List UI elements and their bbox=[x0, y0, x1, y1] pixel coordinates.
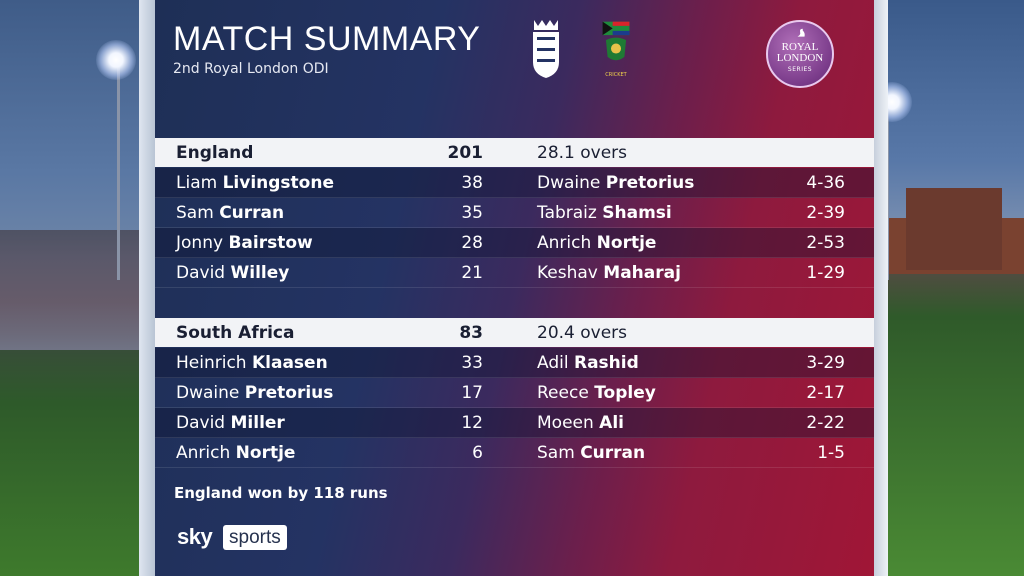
bowler-figures: 3-29 bbox=[806, 353, 845, 373]
bowler-figures: 2-53 bbox=[806, 233, 845, 253]
royal-london-series-logo: ROYAL LONDON SERIES bbox=[766, 20, 834, 88]
swan-icon bbox=[797, 28, 805, 37]
batter-name: Liam Livingstone bbox=[176, 173, 334, 193]
batter-runs: 21 bbox=[461, 263, 483, 283]
batter-name: Dwaine Pretorius bbox=[176, 383, 334, 403]
scorecard-row: David Miller 12 Moeen Ali 2-22 bbox=[155, 408, 874, 438]
batter-name: Sam Curran bbox=[176, 203, 285, 223]
bowler-name: Reece Topley bbox=[537, 383, 656, 403]
bowler-figures: 2-17 bbox=[806, 383, 845, 403]
batter-name: Jonny Bairstow bbox=[176, 233, 313, 253]
scorecard-row: Jonny Bairstow 28 Anrich Nortje 2-53 bbox=[155, 228, 874, 258]
bowler-figures: 4-36 bbox=[806, 173, 845, 193]
batter-runs: 35 bbox=[461, 203, 483, 223]
match-subtitle: 2nd Royal London ODI bbox=[173, 61, 329, 77]
batter-runs: 38 bbox=[461, 173, 483, 193]
team-name: South Africa bbox=[176, 323, 295, 343]
match-result: England won by 118 runs bbox=[174, 484, 388, 502]
bowler-name: Sam Curran bbox=[537, 443, 646, 463]
overs-count: 20.4 overs bbox=[537, 323, 628, 343]
bowler-name: Moeen Ali bbox=[537, 413, 624, 433]
floodlight-pole bbox=[117, 60, 120, 280]
batter-name: Heinrich Klaasen bbox=[176, 353, 328, 373]
sa-crest-label: CRICKET bbox=[605, 72, 627, 78]
batter-runs: 17 bbox=[461, 383, 483, 403]
sports-logo-text: sports bbox=[223, 525, 287, 550]
bowler-name: Keshav Maharaj bbox=[537, 263, 681, 283]
protea-flag-icon bbox=[602, 21, 630, 61]
bowler-figures: 1-29 bbox=[806, 263, 845, 283]
sky-logo-text: sky bbox=[177, 524, 213, 549]
batter-name: David Willey bbox=[176, 263, 290, 283]
batter-runs: 33 bbox=[461, 353, 483, 373]
bowler-name: Anrich Nortje bbox=[537, 233, 657, 253]
scorecard-row: Dwaine Pretorius 17 Reece Topley 2-17 bbox=[155, 378, 874, 408]
bowler-figures: 2-22 bbox=[806, 413, 845, 433]
bowler-name: Dwaine Pretorius bbox=[537, 173, 695, 193]
scorecard-row: Liam Livingstone 38 Dwaine Pretorius 4-3… bbox=[155, 168, 874, 198]
batter-name: Anrich Nortje bbox=[176, 443, 296, 463]
royal-london-series-logo-text: ROYAL LONDON bbox=[776, 41, 824, 64]
scorecard-row: David Willey 21 Keshav Maharaj 1-29 bbox=[155, 258, 874, 288]
batter-name: David Miller bbox=[176, 413, 285, 433]
scorecard-row: Sam Curran 35 Tabraiz Shamsi 2-39 bbox=[155, 198, 874, 228]
batter-runs: 12 bbox=[461, 413, 483, 433]
overs-count: 28.1 overs bbox=[537, 143, 628, 163]
panel-edge-right bbox=[874, 0, 888, 576]
match-summary-panel: MATCH SUMMARY 2nd Royal London ODI CRICK… bbox=[155, 0, 874, 576]
stadium-stand bbox=[0, 230, 140, 350]
bowler-figures: 1-5 bbox=[817, 443, 845, 463]
england-crest-icon bbox=[533, 20, 559, 78]
team-total: 83 bbox=[459, 323, 483, 343]
bowler-figures: 2-39 bbox=[806, 203, 845, 223]
scorecard-row: Anrich Nortje 6 Sam Curran 1-5 bbox=[155, 438, 874, 468]
batter-runs: 6 bbox=[472, 443, 483, 463]
batter-runs: 28 bbox=[461, 233, 483, 253]
team-name: England bbox=[176, 143, 254, 163]
page-title: MATCH SUMMARY bbox=[173, 20, 481, 58]
innings-header-row: South Africa 83 20.4 overs bbox=[155, 318, 874, 347]
floodlight bbox=[96, 40, 136, 80]
team-total: 201 bbox=[447, 143, 484, 163]
innings-header-row: England 201 28.1 overs bbox=[155, 138, 874, 167]
bowler-name: Tabraiz Shamsi bbox=[537, 203, 672, 223]
building bbox=[906, 188, 1002, 270]
south-africa-crest: CRICKET bbox=[598, 20, 634, 82]
scorecard-row: Heinrich Klaasen 33 Adil Rashid 3-29 bbox=[155, 348, 874, 378]
royal-london-series-logo-series: SERIES bbox=[787, 66, 813, 73]
panel-edge-left bbox=[139, 0, 155, 576]
bowler-name: Adil Rashid bbox=[537, 353, 639, 373]
